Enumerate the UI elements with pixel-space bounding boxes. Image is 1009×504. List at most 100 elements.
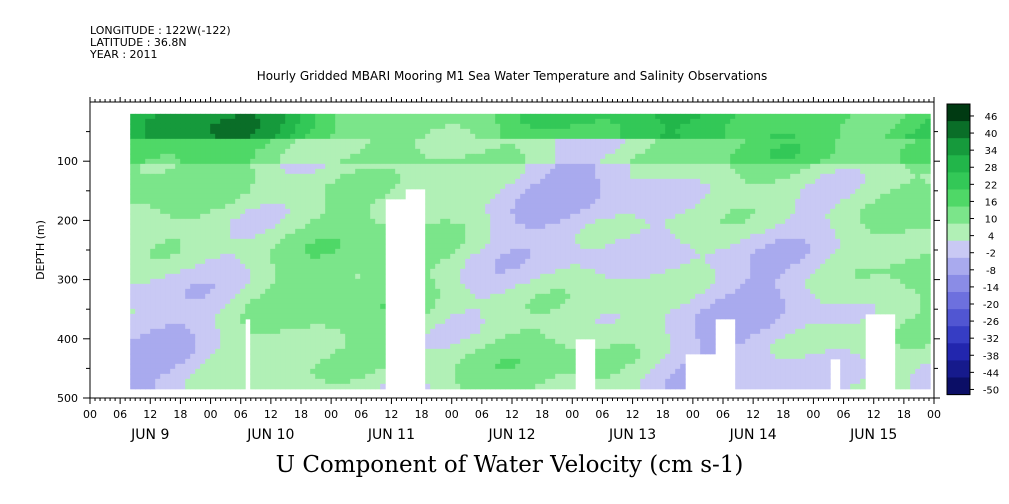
heat-cell xyxy=(335,118,341,125)
heat-cell xyxy=(165,293,171,300)
heat-cell xyxy=(505,353,511,360)
heat-cell xyxy=(195,118,201,125)
heat-cell xyxy=(525,353,531,360)
heat-cell xyxy=(455,163,461,170)
heat-cell xyxy=(380,198,386,205)
heat-cell xyxy=(610,348,616,355)
heat-cell xyxy=(535,113,541,120)
heat-cell xyxy=(605,148,611,155)
heat-cell xyxy=(510,143,516,150)
heat-cell xyxy=(520,293,526,300)
heat-cell xyxy=(440,323,446,330)
heat-cell xyxy=(285,278,291,285)
heat-cell xyxy=(355,168,361,175)
heat-cell xyxy=(175,133,181,140)
heat-cell xyxy=(505,218,511,225)
heat-cell xyxy=(315,178,321,185)
heat-cell xyxy=(510,303,516,310)
heat-cell xyxy=(250,143,256,150)
heat-cell xyxy=(515,188,521,195)
heat-cell xyxy=(355,303,361,310)
heat-cell xyxy=(600,303,606,310)
heat-cell xyxy=(405,128,411,135)
heat-cell xyxy=(425,248,431,255)
heat-cell xyxy=(300,173,306,180)
heat-cell xyxy=(300,333,306,340)
heat-cell xyxy=(380,173,386,180)
heat-cell xyxy=(495,233,501,240)
heat-cell xyxy=(320,243,326,250)
heat-cell xyxy=(520,118,526,125)
heat-cell xyxy=(565,278,571,285)
heat-cell xyxy=(130,113,136,120)
heat-cell xyxy=(520,328,526,335)
heat-cell xyxy=(355,253,361,260)
heat-cell xyxy=(190,188,196,195)
heat-cell xyxy=(490,123,496,130)
heat-cell xyxy=(480,278,486,285)
heat-cell xyxy=(200,258,206,265)
heat-cell xyxy=(165,178,171,185)
heat-cell xyxy=(545,303,551,310)
heat-cell xyxy=(480,158,486,165)
heat-cell xyxy=(535,163,541,170)
heat-cell xyxy=(145,228,151,235)
heat-cell xyxy=(495,353,501,360)
heat-cell xyxy=(505,323,511,330)
heat-cell xyxy=(385,173,391,180)
heat-cell xyxy=(595,368,601,375)
heat-cell xyxy=(195,158,201,165)
heat-cell xyxy=(235,178,241,185)
heat-cell xyxy=(205,283,211,290)
heat-cell xyxy=(580,323,586,330)
heat-cell xyxy=(510,378,516,385)
heat-cell xyxy=(350,313,356,320)
heat-cell xyxy=(160,318,166,325)
heat-cell xyxy=(335,353,341,360)
heat-cell xyxy=(515,148,521,155)
heat-cell xyxy=(345,303,351,310)
heat-cell xyxy=(500,358,506,365)
heat-cell xyxy=(450,183,456,190)
heat-cell xyxy=(135,233,141,240)
heat-cell xyxy=(320,138,326,145)
heat-cell xyxy=(425,268,431,275)
heat-cell xyxy=(460,193,466,200)
heat-cell xyxy=(490,183,496,190)
heat-cell xyxy=(140,293,146,300)
heat-cell xyxy=(520,283,526,290)
heat-cell xyxy=(220,278,226,285)
heat-cell xyxy=(545,278,551,285)
heat-cell xyxy=(460,313,466,320)
heat-cell xyxy=(325,158,331,165)
heat-cell xyxy=(220,203,226,210)
heat-cell xyxy=(180,298,186,305)
heat-cell xyxy=(270,383,276,390)
heat-cell xyxy=(485,378,491,385)
heat-cell xyxy=(235,163,241,170)
heat-cell xyxy=(145,238,151,245)
heat-cell xyxy=(405,163,411,170)
heat-cell xyxy=(370,298,376,305)
heat-cell xyxy=(170,238,176,245)
heat-cell xyxy=(585,333,591,340)
heat-cell xyxy=(185,128,191,135)
heat-cell xyxy=(330,303,336,310)
heat-cell xyxy=(400,113,406,120)
heat-cell xyxy=(175,368,181,375)
heat-cell xyxy=(315,118,321,125)
heat-cell xyxy=(600,123,606,130)
heat-cell xyxy=(385,193,391,200)
heat-cell xyxy=(145,188,151,195)
heat-cell xyxy=(455,128,461,135)
heat-cell xyxy=(505,363,511,370)
heat-cell xyxy=(485,183,491,190)
heat-cell xyxy=(540,238,546,245)
heat-cell xyxy=(475,118,481,125)
heat-cell xyxy=(305,208,311,215)
heat-cell xyxy=(335,273,341,280)
heat-cell xyxy=(330,263,336,270)
heat-cell xyxy=(240,373,246,380)
heat-cell xyxy=(500,188,506,195)
heat-cell xyxy=(330,383,336,390)
